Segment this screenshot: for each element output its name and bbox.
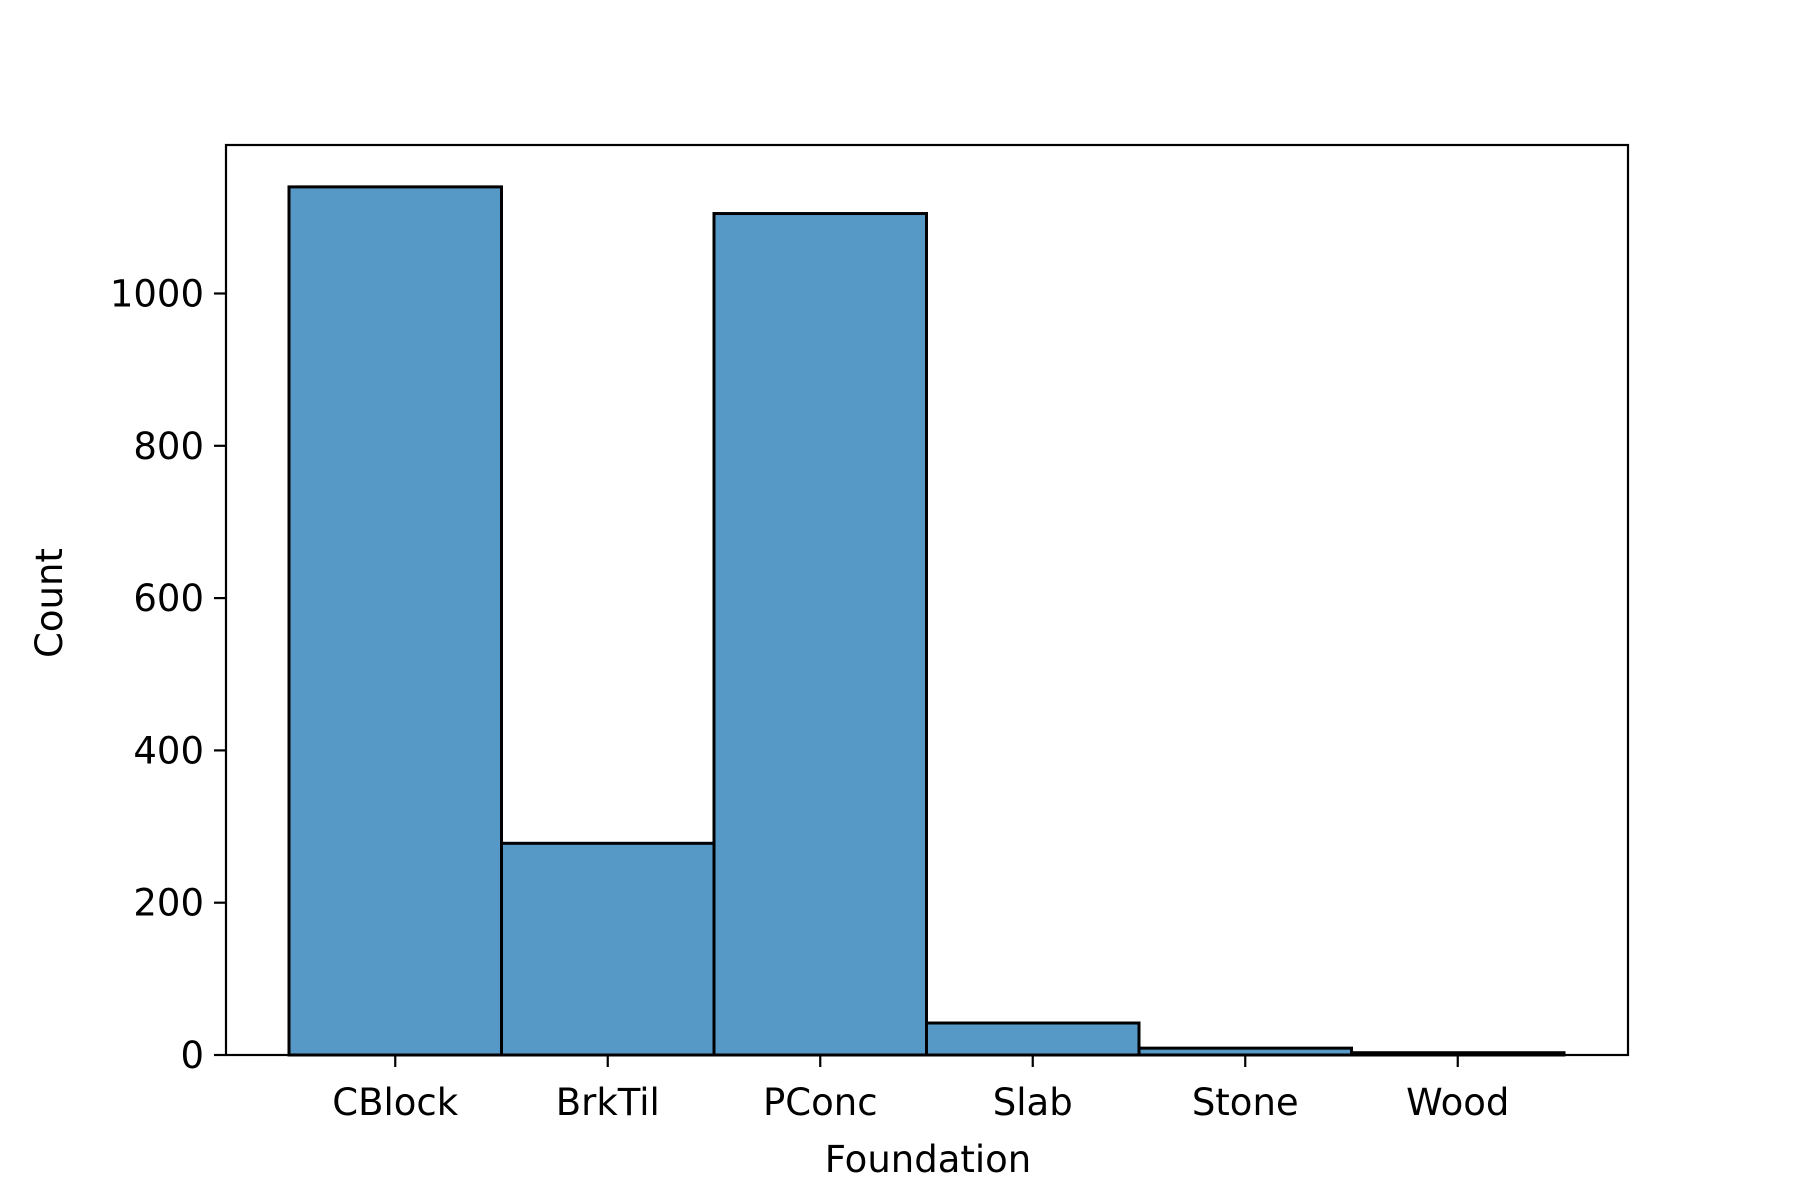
y-tick-label-600: 600 [133,577,204,620]
axes-frame [224,143,1630,1057]
bars-layer [287,185,1566,1057]
x-tick-label-cblock: CBlock [332,1081,458,1124]
bar-brktil [500,841,716,1057]
axes-layer [224,143,1630,1057]
ticks-layer: 0 200 400 600 800 1000 CBlock BrkTil PConc Slab St… [110,272,1510,1124]
y-tick-label-0: 0 [180,1034,204,1077]
y-axis-label: Count [28,548,71,658]
y-tick-label-200: 200 [133,882,204,925]
x-tick-label-slab: Slab [993,1081,1073,1124]
y-tick-label-400: 400 [133,729,204,772]
bar-pconc [712,212,928,1057]
x-tick-label-brktil: BrkTil [556,1081,660,1124]
bar-slab [925,1021,1141,1057]
y-tick-label-800: 800 [133,425,204,468]
bar-cblock [287,185,503,1057]
x-tick-label-pconc: PConc [763,1081,878,1124]
x-tick-label-stone: Stone [1192,1081,1299,1124]
y-tick-label-1000: 1000 [110,272,204,315]
x-tick-label-wood: Wood [1406,1081,1509,1124]
x-axis-label: Foundation [825,1138,1032,1181]
